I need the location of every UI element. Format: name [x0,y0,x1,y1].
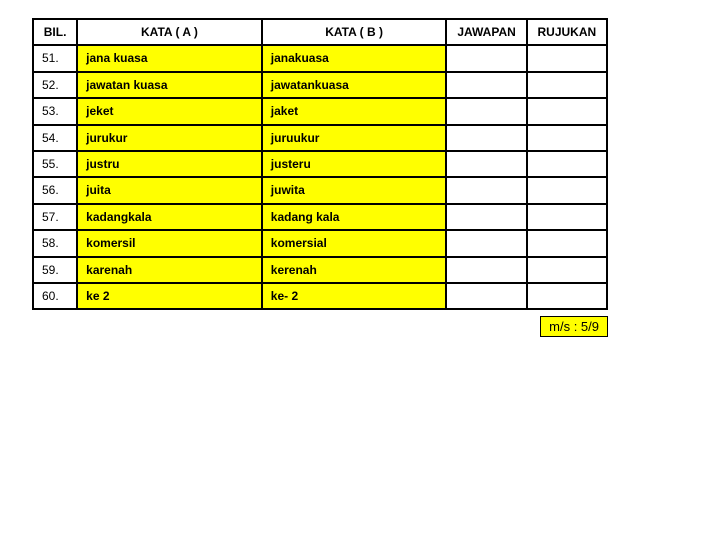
cell-rujukan [527,204,607,230]
table-body: 51.jana kuasajanakuasa52.jawatan kuasaja… [33,45,607,309]
cell-kata-a: karenah [77,257,262,283]
cell-bil: 55. [33,151,77,177]
cell-kata-a: jeket [77,98,262,124]
cell-kata-a: jurukur [77,125,262,151]
cell-rujukan [527,230,607,256]
cell-jawapan [446,72,526,98]
cell-kata-b: jawatankuasa [262,72,447,98]
cell-kata-a: juita [77,177,262,203]
cell-bil: 54. [33,125,77,151]
cell-kata-a: justru [77,151,262,177]
header-rujukan: RUJUKAN [527,19,607,45]
table-row: 51.jana kuasajanakuasa [33,45,607,71]
header-jawapan: JAWAPAN [446,19,526,45]
table-row: 54.jurukurjuruukur [33,125,607,151]
cell-kata-a: jawatan kuasa [77,72,262,98]
table-row: 58.komersilkomersial [33,230,607,256]
cell-rujukan [527,98,607,124]
pager-row: m/s : 5/9 [32,316,608,337]
table-row: 59.karenahkerenah [33,257,607,283]
cell-kata-b: kadang kala [262,204,447,230]
cell-jawapan [446,177,526,203]
table-row: 56.juitajuwita [33,177,607,203]
cell-kata-b: justeru [262,151,447,177]
cell-bil: 56. [33,177,77,203]
cell-kata-b: ke- 2 [262,283,447,309]
cell-bil: 60. [33,283,77,309]
cell-jawapan [446,257,526,283]
header-kata-b: KATA ( B ) [262,19,447,45]
cell-rujukan [527,283,607,309]
cell-bil: 57. [33,204,77,230]
cell-rujukan [527,151,607,177]
cell-jawapan [446,151,526,177]
cell-bil: 53. [33,98,77,124]
table-row: 57.kadangkalakadang kala [33,204,607,230]
cell-rujukan [527,257,607,283]
cell-rujukan [527,45,607,71]
table-header-row: BIL. KATA ( A ) KATA ( B ) JAWAPAN RUJUK… [33,19,607,45]
table-row: 55.justrujusteru [33,151,607,177]
vocab-table: BIL. KATA ( A ) KATA ( B ) JAWAPAN RUJUK… [32,18,608,310]
cell-kata-b: komersial [262,230,447,256]
cell-rujukan [527,72,607,98]
cell-bil: 52. [33,72,77,98]
cell-rujukan [527,177,607,203]
table-row: 53.jeketjaket [33,98,607,124]
cell-kata-b: jaket [262,98,447,124]
cell-kata-a: ke 2 [77,283,262,309]
cell-jawapan [446,230,526,256]
cell-jawapan [446,45,526,71]
cell-kata-b: juruukur [262,125,447,151]
cell-kata-b: kerenah [262,257,447,283]
cell-kata-a: kadangkala [77,204,262,230]
cell-kata-b: juwita [262,177,447,203]
table-row: 52.jawatan kuasajawatankuasa [33,72,607,98]
table-row: 60.ke 2ke- 2 [33,283,607,309]
cell-bil: 51. [33,45,77,71]
header-kata-a: KATA ( A ) [77,19,262,45]
cell-jawapan [446,98,526,124]
cell-kata-a: jana kuasa [77,45,262,71]
cell-jawapan [446,204,526,230]
cell-kata-a: komersil [77,230,262,256]
page-indicator: m/s : 5/9 [540,316,608,337]
cell-jawapan [446,283,526,309]
cell-bil: 58. [33,230,77,256]
cell-rujukan [527,125,607,151]
cell-jawapan [446,125,526,151]
cell-bil: 59. [33,257,77,283]
cell-kata-b: janakuasa [262,45,447,71]
header-bil: BIL. [33,19,77,45]
